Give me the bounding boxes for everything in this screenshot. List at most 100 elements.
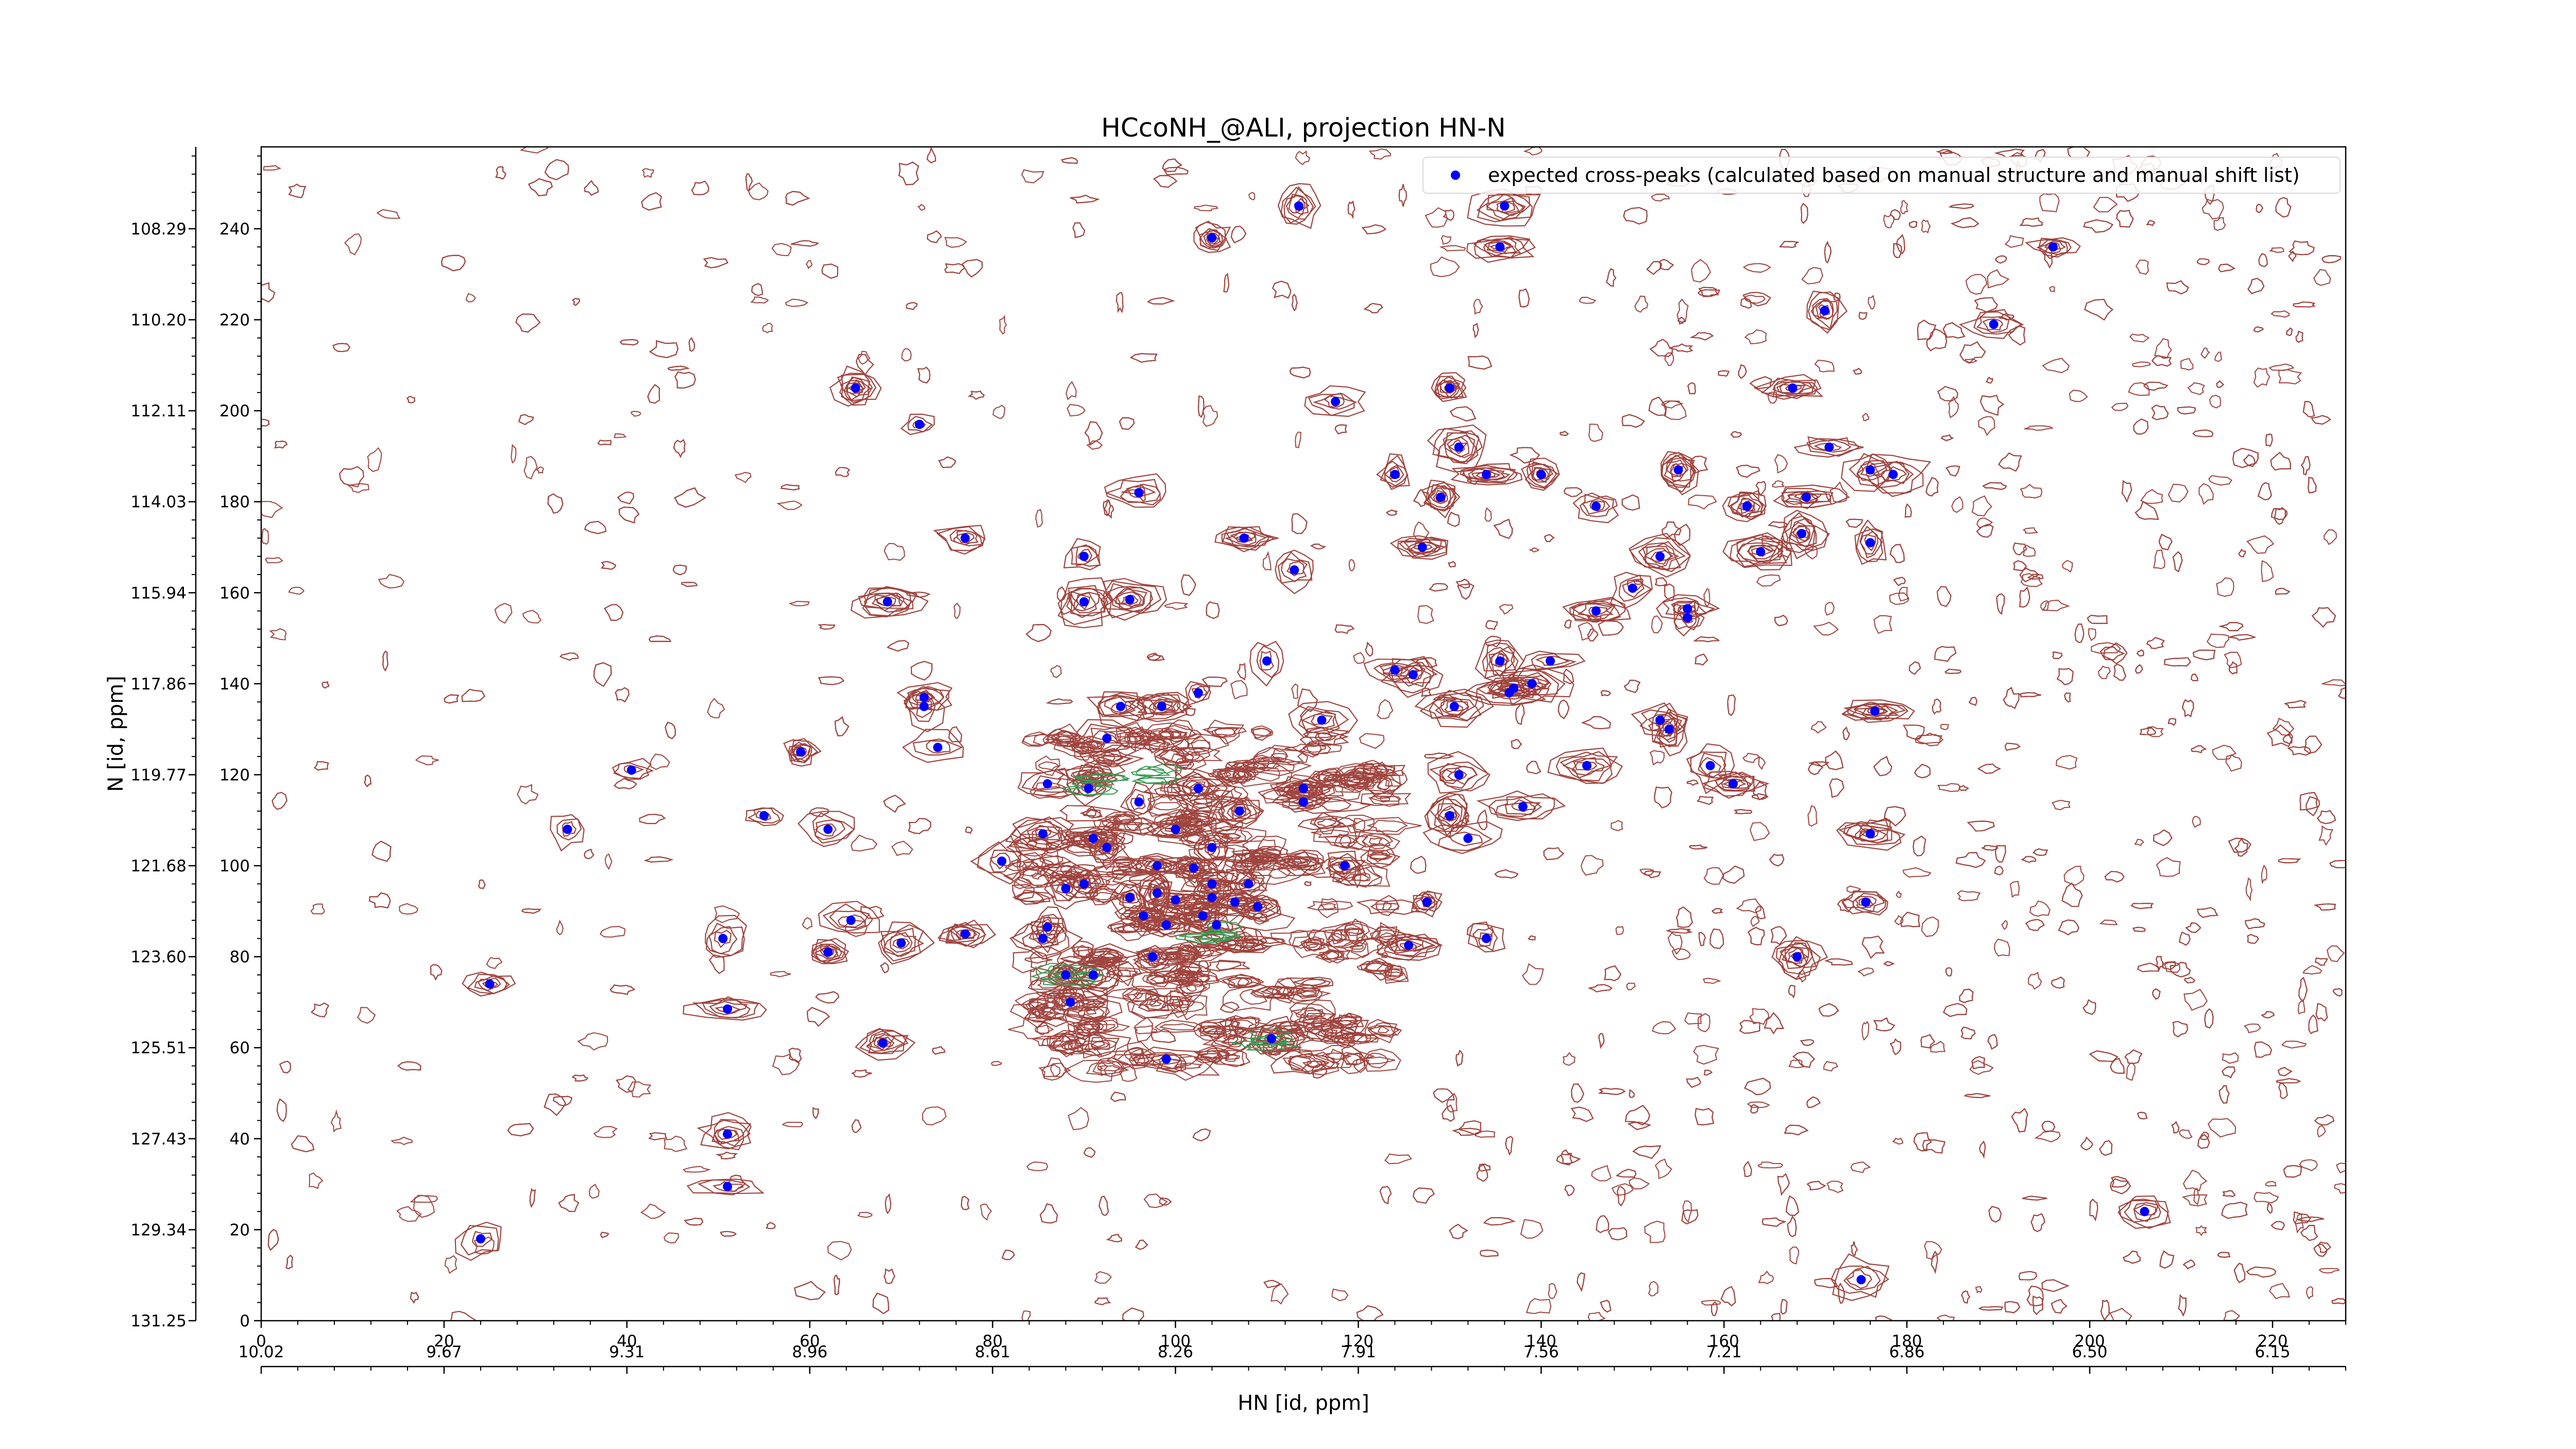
contour-line-2616 <box>1066 585 1106 618</box>
contour-line-264 <box>2180 358 2194 370</box>
contour-line-2589 <box>1071 545 1101 567</box>
contour-line-2245 <box>1842 726 1850 740</box>
contour-line-1970 <box>938 456 956 468</box>
contour-line-3034 <box>1852 892 1885 913</box>
contour-line-3836 <box>1244 766 1280 782</box>
contour-line-2485 <box>1384 464 1404 483</box>
peak-point-61 <box>796 747 805 757</box>
peak-point-69 <box>1454 770 1464 780</box>
contour-line-1984 <box>1873 756 1892 777</box>
contour-line-4004 <box>1249 986 1296 999</box>
contour-line-2222 <box>2308 477 2317 494</box>
contour-line-2796 <box>1562 757 1612 779</box>
contour-line-2036 <box>1147 297 1175 305</box>
contour-line-1887 <box>1800 1039 1815 1046</box>
contour-line-2812 <box>1488 793 1555 820</box>
contour-line-2564 <box>1406 541 1440 555</box>
contour-line-2533 <box>1429 487 1448 504</box>
contour-line-3399 <box>1366 819 1408 833</box>
contour-line-2995 <box>1467 923 1506 953</box>
contour-line-2196 <box>1606 268 1617 287</box>
contour-line-3657 <box>1092 891 1117 901</box>
contour-line-2475 <box>1445 434 1476 459</box>
contour-line-3699 <box>1192 798 1215 805</box>
contour-line-3028 <box>1386 938 1435 954</box>
contour-line-4023 <box>1065 998 1123 1023</box>
contour-line-3314 <box>1219 1054 1240 1060</box>
contour-line-2397 <box>2158 533 2173 551</box>
y-ppm-label-9: 114.03 <box>131 493 187 512</box>
contour-line-2403 <box>1285 194 1309 219</box>
contour-line-1806 <box>615 1075 636 1093</box>
contour-line-1876 <box>1693 636 1720 643</box>
contour-line-3853 <box>1307 739 1322 756</box>
contour-line-2201 <box>1617 1186 1625 1207</box>
contour-line-2085 <box>2270 451 2291 471</box>
contour-line-3982 <box>1277 976 1333 989</box>
contour-line-3688 <box>1113 857 1134 866</box>
contour-line-345 <box>1611 1183 1634 1196</box>
contour-line-175 <box>2212 745 2237 760</box>
contour-line-3966 <box>1366 843 1396 868</box>
contour-line-2265 <box>2247 278 2265 294</box>
contour-line-1963 <box>2172 1021 2189 1038</box>
contour-line-1913 <box>619 339 639 346</box>
contour-line-3826 <box>1319 903 1337 910</box>
contour-line-154 <box>1671 948 1691 961</box>
contour-line-2313 <box>1824 241 1832 264</box>
contour-line-2271 <box>1625 1105 1651 1126</box>
contour-line-2876 <box>989 849 1022 873</box>
contour-line-3961 <box>1175 965 1202 976</box>
contour-line-2350 <box>1784 1124 1809 1136</box>
contour-line-2161 <box>2278 858 2301 864</box>
contour-line-2645 <box>1256 645 1280 678</box>
contour-line-2171 <box>1563 668 1574 685</box>
contour-line-1937 <box>1771 1312 1781 1321</box>
contour-line-2008 <box>1676 906 1693 928</box>
contour-line-57 <box>650 753 670 770</box>
contour-line-3002 <box>1009 917 1083 960</box>
contour-line-2218 <box>1666 928 1693 934</box>
contour-line-3059 <box>702 999 751 1019</box>
x-tick-label-5: 100 <box>1160 1332 1191 1351</box>
contour-line-2043 <box>821 263 839 279</box>
contour-line-2158 <box>617 492 635 504</box>
x-ppm-label-4: 8.61 <box>975 1343 1010 1361</box>
contour-line-2287 <box>2099 646 2125 661</box>
contour-line-2364 <box>2134 664 2143 674</box>
contour-line-4059 <box>1146 763 1183 774</box>
contour-line-308 <box>2111 402 2129 411</box>
contour-line-1996 <box>703 257 728 268</box>
peak-point-71 <box>1705 761 1715 770</box>
contour-line-2391 <box>1577 1272 1585 1292</box>
contour-line-2604 <box>1618 574 1652 602</box>
peak-point-83 <box>1088 834 1098 844</box>
contour-line-3501 <box>1053 1035 1079 1055</box>
contour-line-3360 <box>1270 748 1287 763</box>
contour-line-3930 <box>1039 1011 1053 1016</box>
contour-line-193 <box>1788 1059 1805 1068</box>
contour-line-1981 <box>1046 698 1073 705</box>
contour-line-3863 <box>1224 853 1282 866</box>
contour-line-4058 <box>1131 776 1168 784</box>
contour-line-1819 <box>2302 401 2315 418</box>
contour-line-3010 <box>889 932 913 953</box>
contour-line-2716 <box>1440 699 1469 716</box>
contour-line-1830 <box>791 240 820 247</box>
contour-line-3030 <box>1395 939 1423 952</box>
contour-line-1993 <box>1304 881 1312 886</box>
contour-line-298 <box>511 444 517 464</box>
peak-point-56 <box>1317 715 1327 725</box>
contour-line-2652 <box>1484 642 1518 679</box>
contour-line-56 <box>2318 1268 2340 1274</box>
contour-line-2807 <box>1437 803 1463 829</box>
contour-line-2745 <box>1091 730 1118 745</box>
contour-line-3901 <box>1336 1014 1359 1029</box>
contour-line-4018 <box>1270 1049 1330 1074</box>
peak-point-125 <box>723 1130 732 1139</box>
contour-line-66 <box>1611 820 1623 831</box>
contour-line-2254 <box>2321 255 2342 263</box>
peak-point-31 <box>1079 551 1089 561</box>
contour-line-2715 <box>1435 697 1470 718</box>
contour-line-3761 <box>1363 774 1402 796</box>
